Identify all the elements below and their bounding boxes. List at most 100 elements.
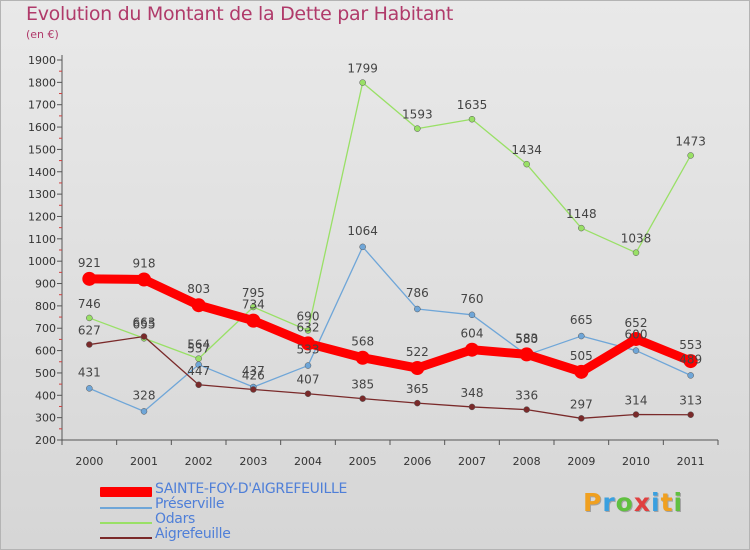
data-label: 1038: [621, 232, 652, 246]
logo-letter: i: [673, 488, 684, 517]
data-point: [140, 408, 148, 415]
x-tick-label: 2001: [130, 455, 158, 468]
data-label: 336: [515, 389, 538, 403]
y-tick-label: 1000: [28, 255, 56, 268]
data-point: [246, 313, 261, 328]
data-label: 297: [570, 397, 593, 411]
data-label: 604: [461, 327, 484, 341]
data-point: [410, 361, 425, 376]
proxiti-logo: Proxiti: [583, 488, 683, 517]
y-tick-label: 200: [35, 434, 56, 447]
y-tick-label: 800: [35, 300, 56, 313]
data-point: [140, 333, 148, 340]
data-label: 348: [461, 386, 484, 400]
legend-label: Odars: [155, 511, 196, 527]
x-tick-label: 2004: [294, 455, 322, 468]
data-point: [86, 341, 93, 348]
logo-letter: i: [651, 488, 661, 517]
data-point: [519, 347, 534, 362]
series-line: [88, 81, 692, 360]
data-label: 431: [78, 365, 101, 379]
x-tick-label: 2008: [513, 455, 541, 468]
data-label: 1799: [347, 62, 378, 76]
data-label: 746: [78, 297, 101, 311]
data-point: [82, 271, 97, 286]
legend-label: Aigrefeuille: [155, 526, 231, 542]
data-point: [687, 152, 694, 159]
legend-label: Préserville: [155, 496, 225, 512]
data-point: [578, 332, 585, 340]
y-tick-label: 1100: [28, 233, 56, 246]
data-label: 760: [461, 292, 484, 306]
data-point: [468, 115, 476, 123]
data-label: 314: [625, 394, 648, 408]
legend-swatch: [100, 487, 152, 497]
chart-subtitle: (en €): [26, 28, 59, 41]
y-tick-label: 1400: [28, 166, 56, 179]
x-tick-label: 2007: [458, 455, 486, 468]
data-point: [304, 362, 312, 369]
data-point: [687, 411, 694, 418]
data-label: 1434: [511, 143, 542, 157]
data-point: [195, 361, 202, 368]
data-label: 365: [406, 382, 429, 396]
y-tick-label: 600: [35, 345, 56, 358]
x-tick-label: 2011: [677, 455, 705, 468]
data-point: [250, 303, 257, 311]
data-point: [191, 298, 206, 313]
logo-letter: t: [660, 488, 674, 517]
data-point: [414, 305, 421, 313]
data-point: [523, 160, 530, 168]
data-point: [359, 243, 366, 251]
data-label: 1635: [457, 98, 488, 112]
data-label: 313: [679, 394, 702, 408]
y-tick-label: 1300: [28, 188, 56, 201]
legend-swatch: [100, 522, 152, 524]
x-tick-label: 2005: [349, 455, 377, 468]
series-line: [88, 335, 692, 419]
x-tick-label: 2010: [622, 455, 650, 468]
data-label: 1593: [402, 108, 433, 122]
y-tick-label: 700: [35, 322, 56, 335]
data-point: [195, 381, 202, 389]
data-label: 426: [242, 368, 265, 382]
data-label: 652: [625, 316, 648, 330]
data-label: 385: [351, 378, 374, 392]
logo-letter: r: [602, 488, 616, 517]
data-point: [195, 355, 202, 362]
y-tick-label: 900: [35, 278, 56, 291]
data-point: [574, 364, 589, 379]
data-point: [301, 336, 315, 351]
data-label: 690: [297, 309, 320, 323]
data-point: [683, 354, 698, 369]
logo-letter: P: [583, 488, 603, 517]
data-label: 921: [78, 256, 101, 270]
data-label: 522: [406, 345, 429, 359]
data-point: [578, 224, 585, 232]
data-label: 583: [515, 331, 538, 345]
y-tick-label: 1700: [28, 99, 56, 112]
y-tick-label: 1900: [28, 54, 56, 67]
data-label: 580: [515, 332, 538, 346]
data-label: 407: [297, 373, 320, 387]
data-label: 795: [242, 286, 265, 300]
y-tick-label: 1800: [28, 76, 56, 89]
data-label: 1148: [566, 207, 597, 221]
data-labels-layer: 746 655 564 795 690 1799 1593 1635 1434 1148 1038 1…: [78, 62, 706, 412]
data-point: [632, 347, 640, 354]
data-label: 489: [679, 352, 702, 366]
data-point: [359, 395, 366, 402]
data-label: 803: [187, 282, 210, 296]
y-tick-label: 1500: [28, 143, 56, 156]
data-point: [250, 386, 257, 393]
data-label: 328: [133, 388, 156, 402]
data-point: [359, 79, 366, 86]
data-point: [465, 342, 479, 357]
series-line: [84, 274, 696, 377]
data-label: 632: [297, 320, 320, 334]
data-label: 533: [297, 343, 320, 357]
data-label: 505: [570, 349, 593, 363]
data-point: [523, 406, 530, 413]
data-point: [414, 125, 421, 132]
y-tick-label: 300: [35, 412, 56, 425]
